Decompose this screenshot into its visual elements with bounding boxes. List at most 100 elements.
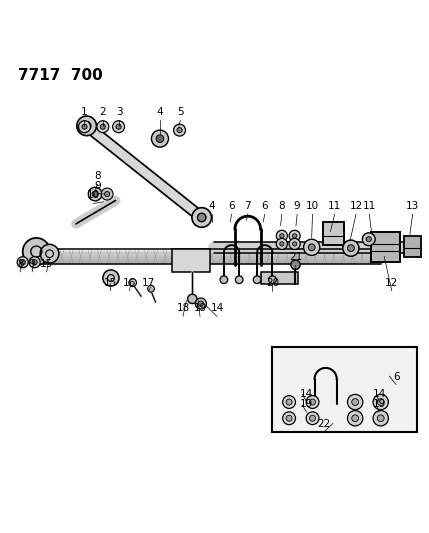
Circle shape [236, 276, 243, 284]
Circle shape [283, 412, 296, 425]
Text: 6: 6 [262, 201, 268, 211]
Text: 4: 4 [157, 107, 163, 117]
Circle shape [105, 191, 110, 197]
Text: 12: 12 [349, 201, 363, 211]
Circle shape [97, 121, 109, 133]
Circle shape [101, 188, 113, 200]
Circle shape [286, 399, 292, 405]
Text: 8: 8 [94, 171, 101, 181]
Circle shape [308, 244, 315, 251]
Text: 9: 9 [94, 181, 101, 191]
Circle shape [289, 238, 300, 249]
Text: 15: 15 [104, 278, 117, 288]
Bar [372, 231, 400, 262]
Circle shape [113, 121, 124, 133]
Text: 9: 9 [294, 201, 300, 211]
Text: 10: 10 [87, 190, 100, 200]
Circle shape [373, 394, 388, 410]
Circle shape [291, 260, 300, 270]
Circle shape [77, 116, 97, 136]
Circle shape [116, 124, 121, 130]
Circle shape [40, 244, 59, 263]
Circle shape [276, 230, 287, 241]
Circle shape [366, 237, 372, 242]
Text: 7: 7 [245, 201, 251, 211]
Circle shape [151, 130, 169, 147]
Circle shape [347, 410, 363, 426]
Circle shape [293, 233, 297, 238]
Circle shape [187, 294, 197, 304]
Circle shape [283, 395, 296, 408]
Text: 7717  700: 7717 700 [18, 68, 103, 83]
Text: 14: 14 [300, 389, 313, 399]
Text: 5: 5 [177, 107, 184, 117]
Circle shape [20, 260, 25, 265]
Circle shape [304, 239, 320, 255]
Text: 21: 21 [289, 252, 302, 262]
Circle shape [378, 415, 384, 422]
Bar [260, 272, 298, 285]
Circle shape [195, 298, 206, 309]
Circle shape [148, 285, 154, 292]
Circle shape [32, 260, 37, 265]
Text: 8: 8 [278, 201, 285, 211]
Circle shape [103, 270, 119, 286]
Text: 6: 6 [393, 372, 399, 382]
Text: 19: 19 [372, 399, 386, 409]
Circle shape [197, 213, 206, 222]
Circle shape [88, 187, 102, 201]
Bar [272, 346, 417, 432]
Text: 3: 3 [116, 107, 122, 117]
Circle shape [347, 394, 363, 410]
Text: 16: 16 [123, 278, 136, 288]
Circle shape [253, 276, 261, 284]
Bar [172, 248, 210, 272]
Text: 6: 6 [228, 201, 235, 211]
Circle shape [29, 257, 40, 268]
Text: 8: 8 [17, 259, 24, 269]
Circle shape [177, 127, 182, 133]
Circle shape [373, 410, 388, 426]
Text: 22: 22 [317, 419, 330, 429]
Text: 11: 11 [363, 201, 376, 211]
Circle shape [378, 399, 384, 406]
Circle shape [363, 233, 375, 246]
Circle shape [17, 257, 28, 268]
Circle shape [220, 276, 228, 284]
Text: 11: 11 [328, 201, 341, 211]
Circle shape [192, 208, 211, 227]
Text: 10: 10 [306, 201, 319, 211]
Circle shape [82, 124, 87, 130]
Text: 17: 17 [142, 278, 155, 288]
Circle shape [92, 191, 98, 197]
Circle shape [293, 242, 297, 246]
Text: 4: 4 [208, 201, 215, 211]
Circle shape [280, 242, 284, 246]
Circle shape [286, 415, 292, 421]
Text: 1: 1 [80, 107, 87, 117]
Circle shape [198, 301, 203, 306]
Circle shape [306, 395, 319, 408]
Circle shape [174, 124, 185, 136]
Text: 19: 19 [193, 303, 207, 313]
Bar [323, 222, 344, 245]
Bar [404, 236, 421, 257]
Text: 18: 18 [176, 303, 190, 313]
Circle shape [306, 412, 319, 425]
Circle shape [343, 240, 359, 256]
Text: 14: 14 [211, 303, 224, 313]
Text: 12: 12 [385, 278, 399, 288]
Text: 15: 15 [40, 259, 53, 269]
Circle shape [352, 399, 359, 406]
Circle shape [310, 415, 315, 421]
Circle shape [100, 124, 106, 130]
Circle shape [310, 399, 315, 405]
Text: 14: 14 [372, 389, 386, 399]
Circle shape [269, 276, 276, 284]
Circle shape [280, 233, 284, 238]
Circle shape [156, 135, 164, 142]
Circle shape [79, 121, 91, 133]
Text: 2: 2 [100, 107, 106, 117]
Text: 13: 13 [406, 201, 419, 211]
Circle shape [23, 238, 50, 265]
